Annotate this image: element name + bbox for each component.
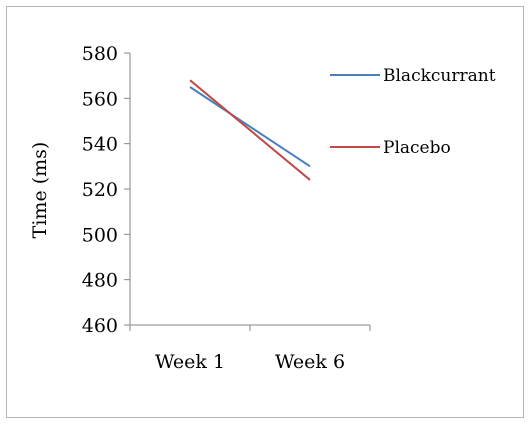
legend-label-placebo: Placebo xyxy=(383,138,451,158)
y-tick-label: 500 xyxy=(82,224,118,246)
x-tick-label: Week 1 xyxy=(155,351,225,373)
y-tick-label: 540 xyxy=(82,134,118,156)
x-tick-label: Week 6 xyxy=(275,351,345,373)
legend: Blackcurrant Placebo xyxy=(330,66,496,158)
series-line-placebo xyxy=(189,79,311,181)
chart-frame xyxy=(6,6,524,418)
axes: 460 480 500 520 540 560 580 Week 1 Week 6 xyxy=(82,43,371,373)
series-lines xyxy=(189,79,311,181)
y-tick-label: 460 xyxy=(82,315,118,337)
y-axis-title: Time (ms) xyxy=(29,142,51,239)
y-tick-label: 580 xyxy=(82,43,118,65)
series-line-blackcurrant xyxy=(189,86,311,168)
y-tick-label: 480 xyxy=(82,270,118,292)
legend-label-blackcurrant: Blackcurrant xyxy=(383,66,496,86)
y-tick-label: 560 xyxy=(82,88,118,110)
y-tick-label: 520 xyxy=(82,179,118,201)
